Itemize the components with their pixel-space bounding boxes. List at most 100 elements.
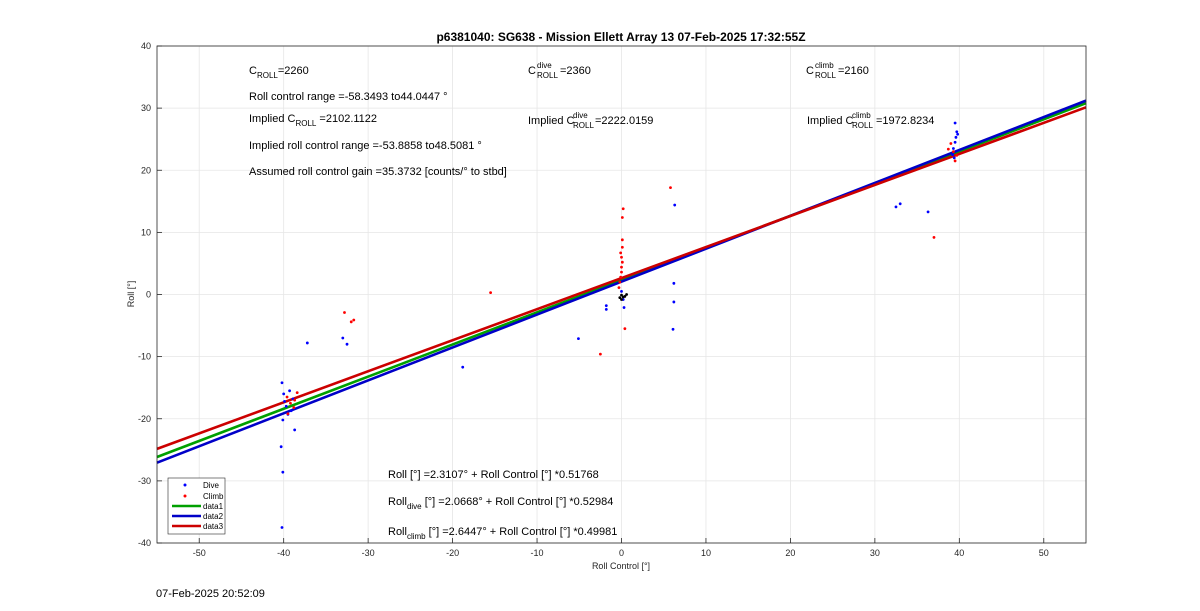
y-axis-label: Roll [°] xyxy=(126,281,136,308)
legend: Dive Climb data1 data2 data3 xyxy=(167,477,226,535)
dive-point xyxy=(620,289,623,293)
implied-c-roll-climb-annotation: Implied C climb ROLL =1972.8234 xyxy=(807,109,934,131)
dive-point xyxy=(952,147,955,150)
y-tick-label: 40 xyxy=(141,41,151,51)
climb-point xyxy=(352,318,356,322)
data-points xyxy=(279,121,960,529)
dive-point xyxy=(952,156,956,160)
legend-dive-label: Dive xyxy=(203,481,220,490)
gain-annotation: Assumed roll control gain =35.3732 [coun… xyxy=(249,166,507,178)
dive-point xyxy=(289,409,293,413)
y-tick-label: 10 xyxy=(141,227,151,237)
print-timestamp: 07-Feb-2025 20:52:09 xyxy=(156,588,265,600)
x-tick-label: -20 xyxy=(446,548,459,558)
climb-point xyxy=(953,159,957,163)
dive-point xyxy=(280,381,284,385)
dive-point xyxy=(288,389,291,393)
dive-point xyxy=(283,399,286,403)
dive-point xyxy=(604,304,608,308)
dive-point xyxy=(577,337,580,341)
climb-point xyxy=(617,286,621,290)
dive-point xyxy=(281,470,285,474)
chart-title: p6381040: SG638 - Mission Ellett Array 1… xyxy=(436,30,805,44)
dive-point xyxy=(345,342,349,346)
climb-point xyxy=(618,280,622,284)
climb-point xyxy=(293,398,297,402)
climb-point xyxy=(620,216,624,219)
dive-point xyxy=(673,203,677,207)
climb-point xyxy=(289,401,292,405)
extra-point xyxy=(623,294,627,298)
y-axis-ticks: -40 -30 -20 -10 0 10 20 30 40 xyxy=(138,41,162,548)
implied-c-roll-annotation: Implied CROLL =2102.1122 xyxy=(249,113,377,128)
x-tick-label: 10 xyxy=(701,548,711,558)
equation-all: Roll [°] =2.3107° + Roll Control [°] *0.… xyxy=(388,469,599,481)
dive-point xyxy=(341,336,345,340)
equation-dive: Rolldive [°] =2.0668° + Roll Control [°]… xyxy=(388,496,613,511)
climb-point xyxy=(286,412,290,416)
dive-point xyxy=(305,341,309,345)
climb-point xyxy=(292,406,296,409)
y-tick-label: -40 xyxy=(138,538,151,548)
climb-point xyxy=(285,395,289,399)
dive-point xyxy=(926,210,930,214)
x-tick-label: 30 xyxy=(870,548,880,558)
climb-point xyxy=(598,352,602,356)
dive-point xyxy=(280,526,284,529)
c-roll-dive-annotation: C dive ROLL =2360 xyxy=(528,59,591,81)
y-tick-label: -30 xyxy=(138,476,151,486)
legend-dive-marker xyxy=(183,483,187,487)
dive-point xyxy=(955,130,959,134)
climb-point xyxy=(620,270,623,274)
extra-point xyxy=(620,298,623,301)
legend-climb-marker xyxy=(183,494,187,498)
climb-point xyxy=(619,275,623,279)
extra-point xyxy=(618,296,622,300)
x-tick-label: -10 xyxy=(531,548,544,558)
c-roll-annotation: CROLL=2260 xyxy=(249,65,309,80)
dive-point xyxy=(284,404,288,408)
dive-point xyxy=(604,308,608,311)
dive-point xyxy=(622,306,626,309)
equation-climb: Rollclimb [°] =2.6447° + Roll Control [°… xyxy=(388,526,617,541)
dive-point xyxy=(672,300,676,304)
climb-point xyxy=(623,327,627,331)
climb-point xyxy=(620,265,623,269)
implied-c-roll-dive-annotation: Implied C dive ROLL =2222.0159 xyxy=(528,109,653,131)
climb-point xyxy=(620,238,624,242)
x-axis-label: Roll Control [°] xyxy=(592,561,650,571)
x-tick-label: -40 xyxy=(277,548,290,558)
x-tick-label: 40 xyxy=(954,548,964,558)
climb-point xyxy=(619,251,623,255)
dive-point xyxy=(293,428,297,432)
implied-range-annotation: Implied roll control range =-53.8858 to4… xyxy=(249,140,482,152)
climb-point xyxy=(669,186,672,190)
legend-data2-label: data2 xyxy=(203,512,224,521)
c-roll-climb-annotation: C climb ROLL =2160 xyxy=(806,59,869,81)
dive-point xyxy=(898,202,902,206)
climb-point xyxy=(343,311,346,314)
climb-point xyxy=(349,320,353,324)
y-tick-label: -20 xyxy=(138,414,151,424)
roll-range-annotation: Roll control range =-58.3493 to44.0447 ° xyxy=(249,91,448,103)
x-tick-label: -50 xyxy=(193,548,206,558)
climb-point xyxy=(932,235,936,239)
dive-point xyxy=(953,140,957,144)
y-tick-label: 30 xyxy=(141,103,151,113)
climb-point xyxy=(620,260,624,264)
extra-point xyxy=(625,293,628,296)
dive-point xyxy=(672,281,676,285)
climb-point xyxy=(620,245,624,249)
dive-point xyxy=(894,205,898,209)
climb-point xyxy=(952,150,955,154)
extra-point xyxy=(620,293,623,297)
y-tick-label: -10 xyxy=(138,352,151,362)
dive-point xyxy=(671,327,675,331)
legend-data1-label: data1 xyxy=(203,502,224,511)
x-tick-label: -30 xyxy=(362,548,375,558)
x-tick-label: 0 xyxy=(619,548,624,558)
dive-point xyxy=(279,445,283,449)
legend-climb-label: Climb xyxy=(203,492,224,501)
climb-point xyxy=(489,291,492,295)
